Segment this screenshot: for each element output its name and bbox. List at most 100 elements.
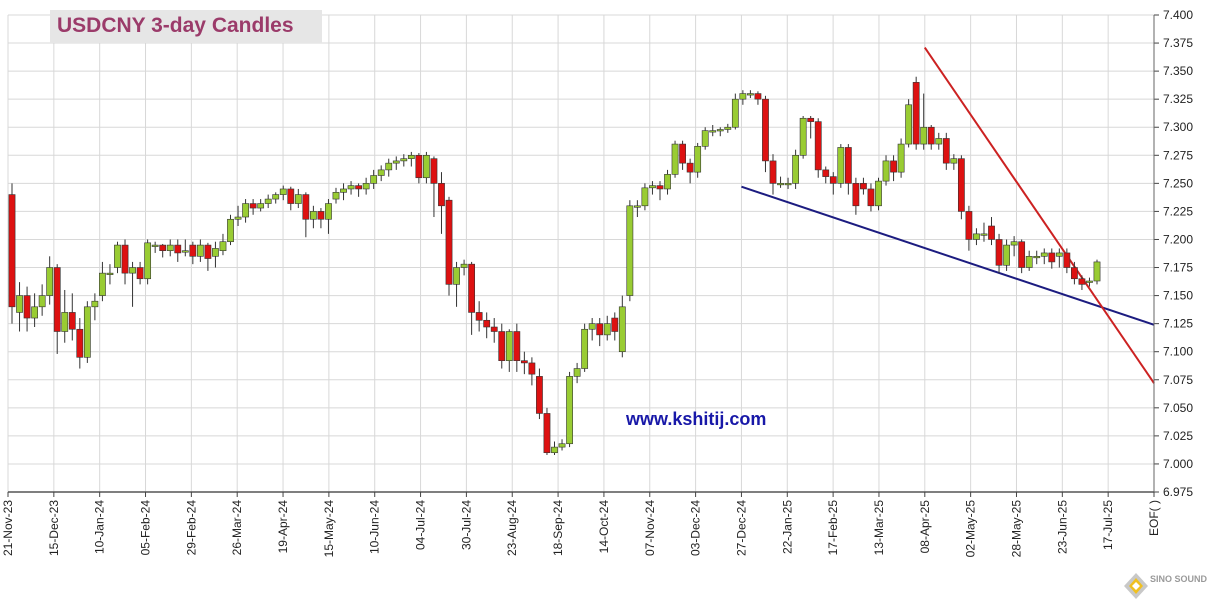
candle-down — [927, 126, 935, 145]
candle-up — [83, 306, 91, 358]
candle-up — [325, 203, 332, 220]
candle-up — [46, 267, 54, 296]
support-trendline — [741, 185, 1155, 326]
candle-up — [99, 272, 106, 296]
y-axis: 7.400 7.375 7.350 7.325 7.300 7.275 7.250 7.225… — [1153, 8, 1193, 499]
candle-down — [430, 158, 438, 184]
sino-sound-logo — [1124, 573, 1148, 599]
x-tick-label: 07-Nov-24 — [643, 500, 657, 556]
candle-up — [588, 323, 596, 330]
y-tick-label: 7.250 — [1163, 176, 1193, 190]
x-tick-label: 15-May-24 — [322, 500, 336, 558]
candle-down — [76, 328, 84, 358]
candle-up — [1093, 261, 1101, 282]
candle-down — [498, 331, 506, 361]
candle-up — [362, 183, 370, 190]
candle-down — [204, 244, 212, 259]
candle-down — [656, 185, 664, 190]
candle-down — [829, 176, 837, 184]
candle-up — [38, 295, 46, 308]
candle-down — [890, 160, 897, 173]
candle-up — [649, 185, 656, 189]
candle-up — [551, 446, 558, 454]
candle-down — [860, 183, 867, 190]
y-tick-label: 7.350 — [1163, 64, 1193, 78]
y-tick-label: 6.975 — [1163, 485, 1193, 499]
candle-up — [392, 160, 400, 164]
candle-down — [769, 160, 777, 184]
candle-down — [822, 169, 830, 177]
candle-up — [1010, 241, 1018, 246]
candle-down — [302, 194, 310, 220]
trendlines — [741, 46, 1155, 384]
candle-up — [1055, 252, 1063, 257]
x-tick-label: 15-Dec-23 — [47, 500, 61, 556]
x-tick-label: 02-May-25 — [964, 500, 978, 558]
candle-down — [121, 244, 129, 274]
candle-down — [1071, 267, 1078, 280]
x-tick-label: 23-Jun-25 — [1055, 500, 1069, 554]
x-tick-label: 27-Dec-24 — [734, 500, 748, 556]
candle-down — [762, 98, 769, 162]
candle-down — [445, 199, 453, 285]
x-tick-label: 13-Mar-25 — [872, 500, 886, 556]
candle-down — [189, 244, 197, 257]
candle-up — [264, 198, 272, 204]
candle-up — [671, 143, 679, 175]
candle-up — [905, 104, 913, 145]
resistance-trendline — [923, 46, 1155, 384]
x-tick-label: 22-Jan-25 — [780, 500, 794, 554]
candle-down — [317, 211, 325, 220]
candle-up — [181, 250, 189, 253]
candle-down — [536, 376, 543, 414]
candle-up — [1003, 244, 1010, 266]
candle-up — [875, 180, 882, 207]
candle-down — [965, 211, 973, 240]
candle-up — [460, 263, 468, 268]
candle-up — [61, 312, 69, 332]
candle-down — [852, 183, 860, 207]
candle-up — [1086, 280, 1093, 283]
candle-up — [618, 306, 626, 353]
candle-down — [23, 295, 31, 319]
candle-up — [633, 205, 641, 208]
chart-title: USDCNY 3-day Candles — [57, 14, 294, 37]
candle-up — [1025, 256, 1033, 268]
candle-down — [807, 117, 815, 122]
candle-down — [1048, 252, 1056, 263]
candle-up — [1033, 256, 1041, 259]
candle-down — [355, 185, 362, 190]
candle-up — [897, 143, 905, 173]
candle-up — [935, 138, 943, 145]
candle-up — [279, 188, 287, 195]
candle-up — [716, 129, 724, 132]
candle-down — [438, 183, 445, 207]
candle-up — [212, 248, 219, 257]
candle-up — [558, 443, 566, 448]
candle-up — [573, 368, 581, 377]
y-tick-label: 7.075 — [1163, 373, 1193, 387]
candle-up — [272, 194, 280, 200]
candle-up — [407, 154, 415, 159]
candle-up — [166, 244, 174, 251]
candle-up — [747, 93, 754, 96]
title-background — [50, 10, 322, 43]
candle-up — [709, 130, 717, 133]
candle-down — [174, 244, 182, 254]
candle-up — [400, 158, 408, 162]
candle-up — [91, 300, 99, 308]
candle-down — [1018, 241, 1026, 268]
candle-down — [1078, 278, 1086, 285]
candle-up — [792, 154, 800, 184]
x-tick-label: EOF( ) — [1147, 500, 1161, 536]
candle-up — [340, 188, 347, 193]
candle-down — [611, 317, 619, 332]
candle-down — [249, 203, 257, 209]
candle-down — [468, 263, 476, 313]
candle-up — [234, 216, 242, 220]
y-tick-label: 7.400 — [1163, 8, 1193, 22]
candle-up — [641, 187, 649, 207]
candle-up — [603, 323, 611, 336]
candle-up — [739, 93, 747, 100]
x-tick-label: 30-Jul-24 — [459, 500, 473, 550]
